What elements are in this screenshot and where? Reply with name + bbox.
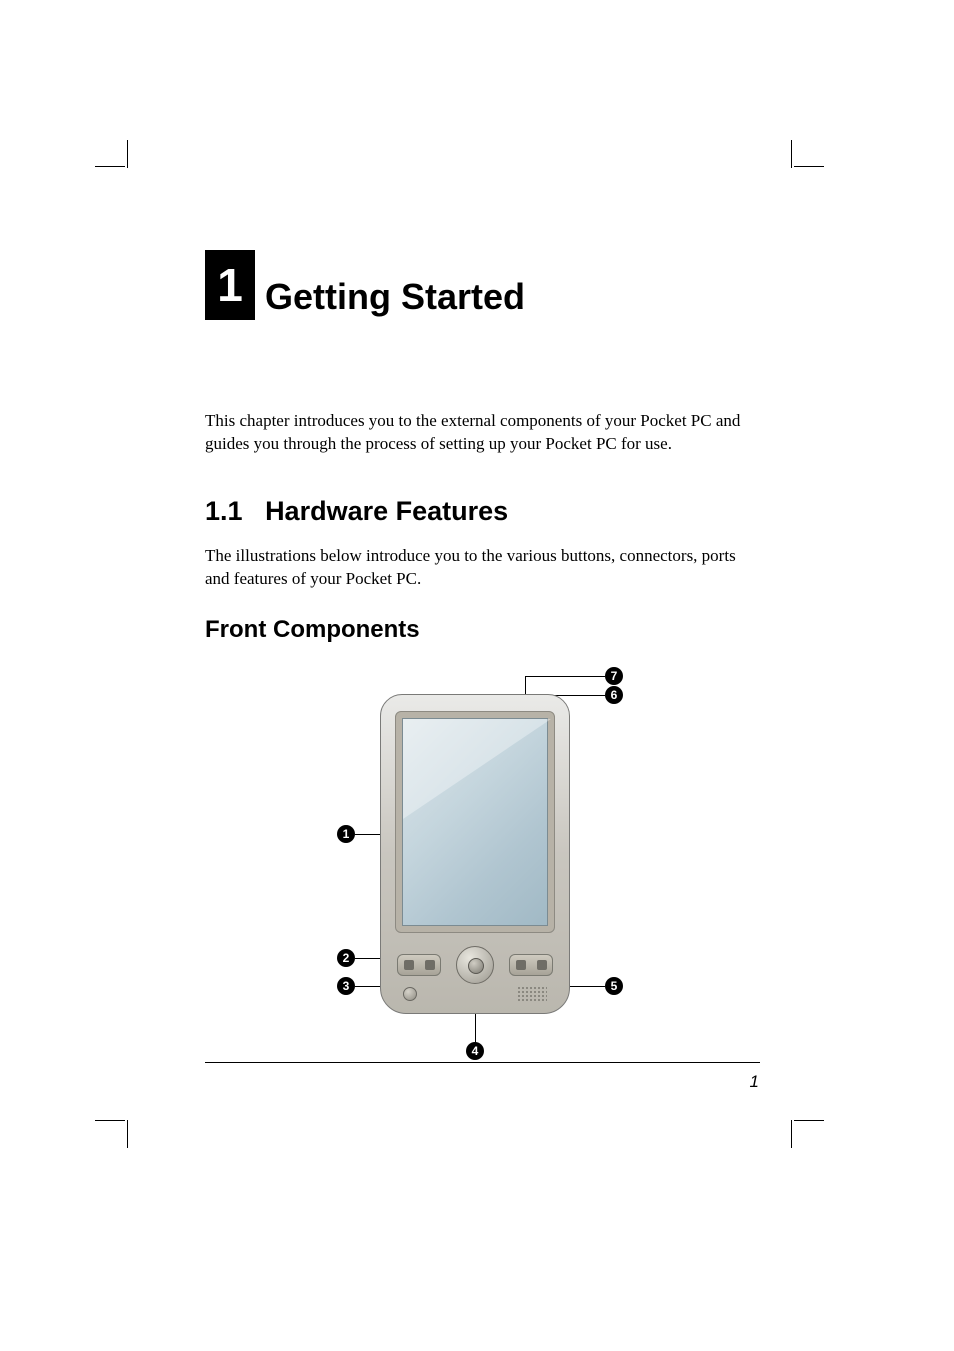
callout-7: 7 — [605, 667, 623, 685]
crop-mark — [794, 166, 824, 167]
section-heading: 1.1 Hardware Features — [205, 496, 760, 527]
section-number: 1.1 — [205, 496, 243, 526]
speaker-grill — [517, 986, 547, 1002]
left-button-group — [397, 954, 441, 976]
device-body — [380, 694, 570, 1014]
subsection-heading: Front Components — [205, 616, 760, 644]
chapter-header: 1 Getting Started — [205, 250, 760, 320]
section-paragraph: The illustrations below introduce you to… — [205, 545, 760, 591]
chapter-number: 1 — [217, 258, 243, 312]
callout-2: 2 — [337, 949, 355, 967]
section-title: Hardware Features — [265, 496, 508, 526]
callout-3: 3 — [337, 977, 355, 995]
app-button-icon — [537, 960, 547, 970]
callout-1: 1 — [337, 825, 355, 843]
record-button — [403, 987, 417, 1001]
callout-6: 6 — [605, 686, 623, 704]
crop-mark — [791, 140, 792, 168]
crop-mark — [127, 140, 128, 168]
chapter-title: Getting Started — [265, 276, 525, 320]
device-diagram: 7 6 1 2 3 4 5 — [205, 664, 760, 1074]
app-button-icon — [425, 960, 435, 970]
device-screen — [402, 718, 548, 926]
footer-rule — [205, 1062, 760, 1063]
bottom-row — [403, 985, 547, 1003]
callout-line — [525, 676, 605, 677]
right-button-group — [509, 954, 553, 976]
screen-glare — [403, 719, 551, 819]
crop-mark — [95, 166, 125, 167]
app-button-icon — [516, 960, 526, 970]
crop-mark — [794, 1120, 824, 1121]
callout-5: 5 — [605, 977, 623, 995]
page-number: 1 — [750, 1072, 759, 1092]
chapter-number-box: 1 — [205, 250, 255, 320]
page-content: 1 Getting Started This chapter introduce… — [205, 250, 760, 1074]
button-row — [397, 949, 553, 981]
intro-paragraph: This chapter introduces you to the exter… — [205, 410, 760, 456]
screen-bezel — [395, 711, 555, 933]
app-button-icon — [404, 960, 414, 970]
nav-center-button — [468, 958, 484, 974]
navigation-pad — [456, 946, 494, 984]
crop-mark — [95, 1120, 125, 1121]
crop-mark — [127, 1120, 128, 1148]
crop-mark — [791, 1120, 792, 1148]
callout-4: 4 — [466, 1042, 484, 1060]
